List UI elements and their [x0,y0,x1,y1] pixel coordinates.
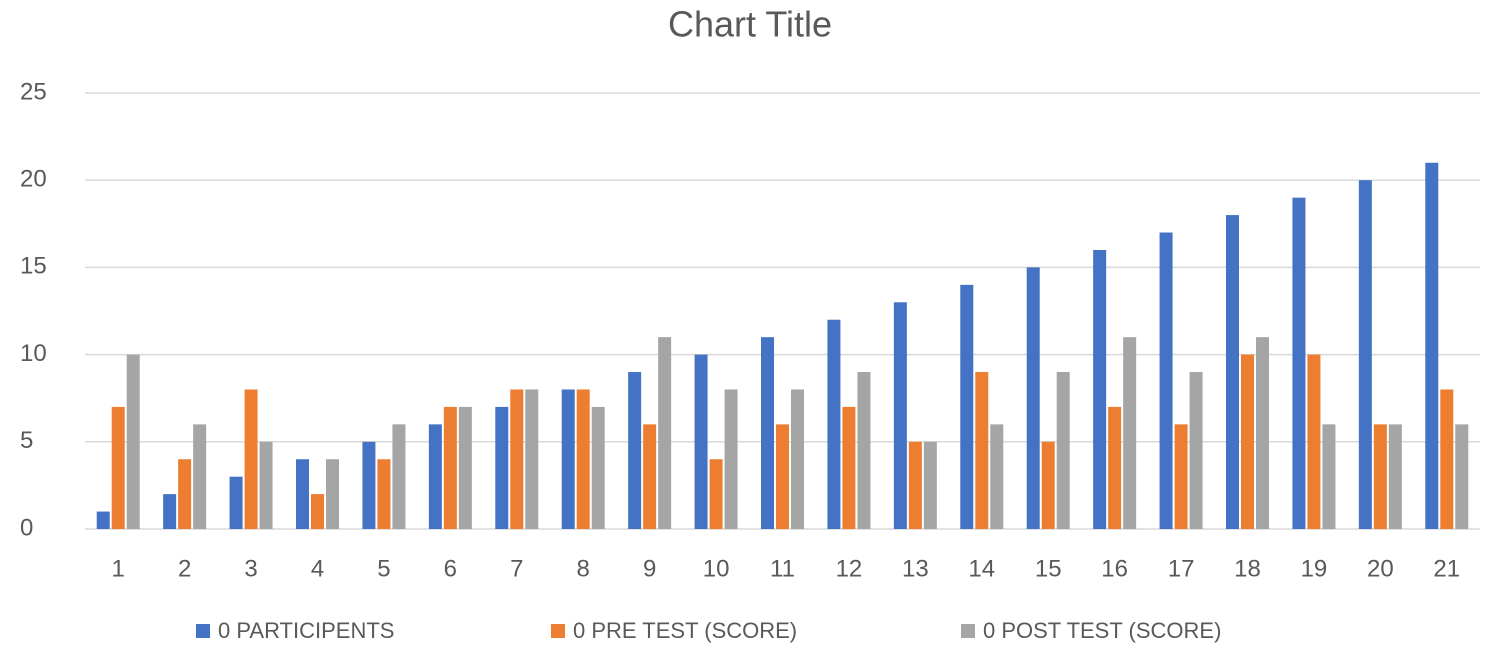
bar [1056,372,1070,529]
bar [1425,162,1439,529]
x-tick-label: 19 [1301,555,1328,582]
bar [495,406,509,529]
bar [791,389,804,529]
bar [296,459,309,529]
x-tick-label: 10 [703,555,730,582]
bar [392,424,406,529]
x-tick-label: 17 [1168,555,1195,582]
bar [428,424,442,529]
bar [1041,441,1055,529]
x-tick-label: 11 [770,555,795,582]
x-tick-label: 18 [1234,555,1261,582]
bar [311,494,324,529]
y-tick-label: 5 [20,427,33,454]
x-tick-label: 9 [643,555,656,582]
bar [975,372,989,529]
bar [776,424,789,529]
bar [1322,424,1336,529]
bar [694,354,708,529]
bar [1455,424,1469,529]
x-tick-label: 5 [377,555,390,582]
legend-label: 0 PARTICIPENTS [218,618,394,643]
x-tick-label: 13 [902,555,929,582]
x-tick-label: 1 [112,555,125,582]
bar [1241,354,1254,529]
bar [1388,424,1402,529]
legend-swatch [551,624,565,638]
bar [458,406,472,529]
bar [1108,406,1122,529]
bar [724,389,738,529]
bar [709,459,723,529]
x-tick-label: 20 [1367,555,1394,582]
bar [259,441,273,529]
y-tick-label: 0 [20,514,33,541]
bar [96,511,110,529]
bar [761,337,774,529]
bar [990,424,1004,529]
bar [1358,180,1372,529]
bar [1307,354,1321,529]
bar [908,441,922,529]
bar [1292,197,1306,529]
bar [1189,372,1203,529]
bar [244,389,258,529]
y-tick-label: 10 [20,340,47,367]
bar [1373,424,1387,529]
bar [326,459,339,529]
bar [1123,337,1137,529]
x-tick-label: 2 [178,555,191,582]
bar [591,406,605,529]
x-tick-label: 8 [577,555,590,582]
bar [576,389,590,529]
y-tick-label: 15 [20,253,47,280]
bar [111,406,125,529]
legend-swatch [961,624,975,638]
bar [1159,232,1173,529]
x-tick-label: 15 [1035,555,1062,582]
bar [193,424,207,529]
bar [229,476,243,529]
bar [178,459,192,529]
bar [628,372,642,529]
bar [443,406,457,529]
legend-label: 0 PRE TEST (SCORE) [573,618,797,643]
x-tick-label: 16 [1101,555,1128,582]
bar [377,459,391,529]
legend-swatch [196,624,210,638]
bar [842,406,856,529]
bar [1093,249,1107,529]
x-tick-label: 7 [510,555,523,582]
x-tick-label: 12 [836,555,863,582]
bar [658,337,672,529]
x-tick-label: 21 [1433,555,1460,582]
bar [1174,424,1188,529]
bar [893,302,907,529]
y-tick-label: 20 [20,166,47,193]
bar [960,284,974,529]
bar [827,319,841,529]
bar [510,389,524,529]
bar [1226,215,1239,529]
bar [1026,267,1040,529]
x-tick-label: 3 [244,555,257,582]
x-tick-label: 14 [968,555,995,582]
chart-title: Chart Title [668,4,832,45]
x-tick-label: 6 [444,555,457,582]
bar [857,372,871,529]
bar [643,424,657,529]
bar [561,389,575,529]
legend-label: 0 POST TEST (SCORE) [983,618,1221,643]
bar [163,494,177,529]
bar [126,354,140,529]
x-tick-label: 4 [311,555,324,582]
bar [525,389,539,529]
bar [923,441,937,529]
bar [362,441,376,529]
bar [1440,389,1454,529]
y-tick-label: 25 [20,78,47,105]
bar [1256,337,1269,529]
